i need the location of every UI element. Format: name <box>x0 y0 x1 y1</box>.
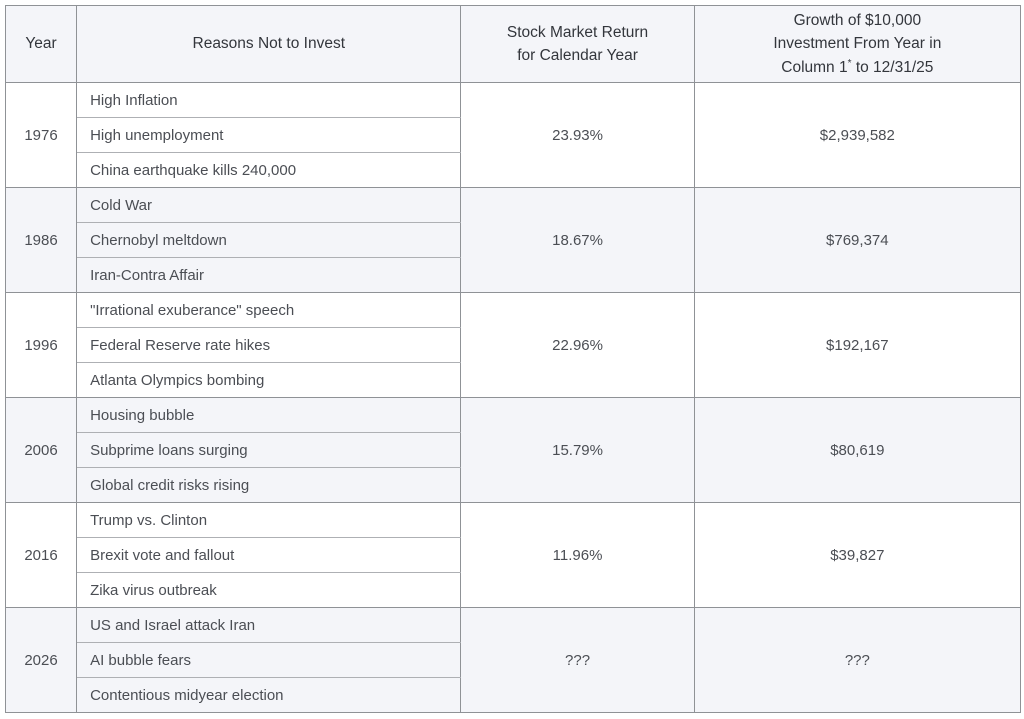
year-cell: 2026 <box>5 607 78 713</box>
year-cell: 1996 <box>5 292 78 398</box>
reason-cell: Iran-Contra Affair <box>76 257 462 293</box>
header-row: Year Reasons Not to Invest Stock Market … <box>5 5 1022 83</box>
reason-cell: Trump vs. Clinton <box>76 502 462 538</box>
growth-cell: $80,619 <box>694 397 1022 503</box>
table-row: Atlanta Olympics bombing <box>6 362 1021 398</box>
return-cell: 11.96% <box>460 502 695 608</box>
table-row: 1996 "Irrational exuberance" speech 22.96%… <box>5 292 1022 398</box>
col-header-reasons: Reasons Not to Invest <box>76 5 462 83</box>
investment-table: Year Reasons Not to Invest Stock Market … <box>5 5 1022 713</box>
reason-cell: Brexit vote and fallout <box>76 537 462 573</box>
reason-cell: Zika virus outbreak <box>76 572 462 608</box>
reason-cell: High Inflation <box>76 82 462 118</box>
col-header-year: Year <box>5 5 78 83</box>
year-cell: 1976 <box>5 82 78 188</box>
table-row: Brexit vote and fallout <box>6 537 1021 573</box>
reason-cell: US and Israel attack Iran <box>76 607 462 643</box>
table-row: Zika virus outbreak <box>6 572 1021 608</box>
table-row: 1986 Cold War 18.67% $769,374 <box>5 187 1022 293</box>
table-header: Year Reasons Not to Invest Stock Market … <box>5 5 1022 83</box>
footnote-asterisk: * <box>847 57 852 69</box>
return-cell: 15.79% <box>460 397 695 503</box>
return-cell: ??? <box>460 607 695 713</box>
table-row: China earthquake kills 240,000 <box>6 152 1021 188</box>
table-row: 1976 High Inflation 23.93% $2,939,582 <box>5 82 1022 188</box>
growth-cell: $192,167 <box>694 292 1022 398</box>
year-cell: 1986 <box>5 187 78 293</box>
growth-cell: ??? <box>694 607 1022 713</box>
return-cell: 22.96% <box>460 292 695 398</box>
reason-cell: Chernobyl meltdown <box>76 222 462 258</box>
reason-cell: "Irrational exuberance" speech <box>76 292 462 328</box>
growth-cell: $769,374 <box>694 187 1022 293</box>
reason-cell: Contentious midyear election <box>76 677 462 713</box>
table-row: Federal Reserve rate hikes <box>6 327 1021 363</box>
table-row: High unemployment <box>6 117 1021 153</box>
reason-cell: Federal Reserve rate hikes <box>76 327 462 363</box>
table-body: 1976 High Inflation 23.93% $2,939,582 High u… <box>5 82 1022 713</box>
growth-cell: $2,939,582 <box>694 82 1022 188</box>
table-row: 2016 Trump vs. Clinton 11.96% $39,827 <box>5 502 1022 608</box>
col-header-growth-text: Growth of $10,000 Investment From Year i… <box>773 12 942 76</box>
table-row: Contentious midyear election <box>6 677 1021 713</box>
table-row: Iran-Contra Affair <box>6 257 1021 293</box>
year-cell: 2006 <box>5 397 78 503</box>
growth-cell: $39,827 <box>694 502 1022 608</box>
col-header-return-label: Stock Market Return for Calendar Year <box>506 23 649 64</box>
reason-cell: High unemployment <box>76 117 462 153</box>
table-row: Global credit risks rising <box>6 467 1021 503</box>
col-header-return: Stock Market Return for Calendar Year <box>460 5 695 83</box>
table-row: 2026 US and Israel attack Iran?????? <box>5 607 1022 713</box>
col-header-growth: Growth of $10,000 Investment From Year i… <box>694 5 1022 83</box>
reason-cell: Atlanta Olympics bombing <box>76 362 462 398</box>
reason-cell: AI bubble fears <box>76 642 462 678</box>
reason-cell: Housing bubble <box>76 397 462 433</box>
year-cell: 2016 <box>5 502 78 608</box>
reason-cell: Global credit risks rising <box>76 467 462 503</box>
reason-cell: Cold War <box>76 187 462 223</box>
return-cell: 18.67% <box>460 187 695 293</box>
reason-cell: Subprime loans surging <box>76 432 462 468</box>
table-row: Chernobyl meltdown <box>6 222 1021 258</box>
table-row: AI bubble fears <box>6 642 1021 678</box>
table-row: 2006 Housing bubble 15.79% $80,619 <box>5 397 1022 503</box>
reason-cell: China earthquake kills 240,000 <box>76 152 462 188</box>
table-row: Subprime loans surging <box>6 432 1021 468</box>
col-header-growth-label: Growth of $10,000 Investment From Year i… <box>761 9 953 79</box>
col-header-growth-text-suffix: to 12/31/25 <box>851 58 934 76</box>
return-cell: 23.93% <box>460 82 695 188</box>
